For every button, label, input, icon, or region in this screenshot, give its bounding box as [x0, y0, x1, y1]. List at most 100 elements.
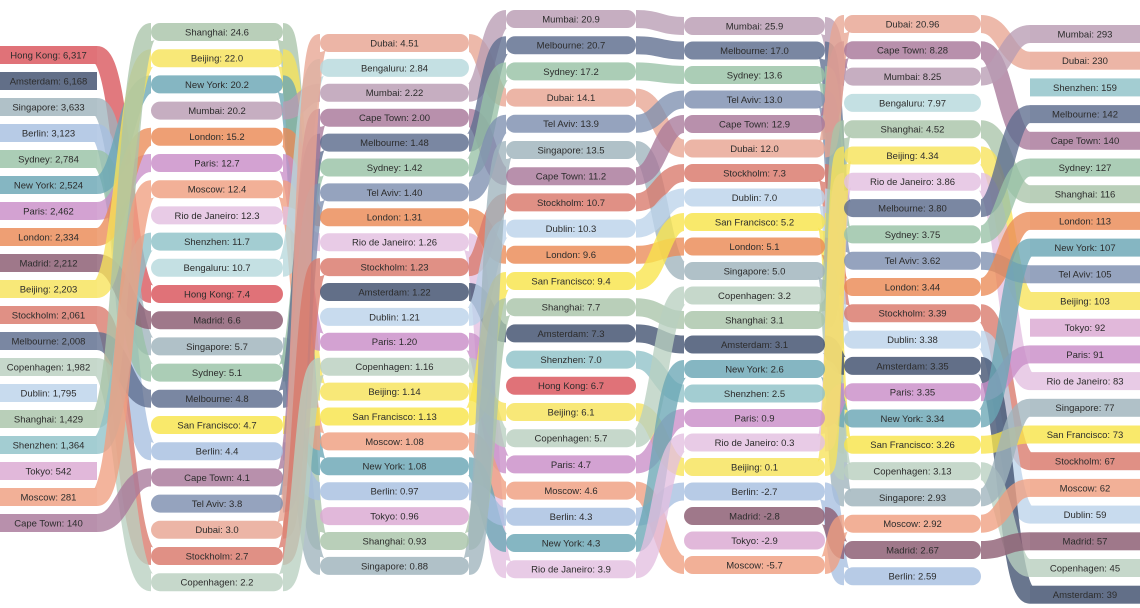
label-stockholm-col1: Stockholm: 2.7 — [186, 551, 249, 562]
band-copenhagen-col4 — [684, 286, 825, 305]
ribbon-rio-de-janeiro-3 — [632, 433, 688, 579]
label-melbourne-col6: Melbourne: 142 — [1052, 110, 1118, 121]
label-shenzhen-col1: Shenzhen: 11.7 — [184, 237, 250, 248]
label-stockholm-col2: Stockholm: 1.23 — [360, 263, 428, 274]
label-paris-col3: Paris: 4.7 — [551, 460, 591, 471]
ribbon-shanghai-3 — [635, 298, 685, 329]
band-dubai-col2 — [320, 34, 469, 52]
ribbon-stockholm-3 — [634, 164, 686, 212]
band-paris-col2 — [320, 332, 469, 351]
label-sydney-col1: Sydney: 5.1 — [192, 368, 242, 379]
band-london-col0 — [0, 228, 97, 246]
ribbon-tel-aviv-2 — [466, 114, 509, 202]
band-beijing-col2 — [320, 382, 469, 401]
label-tokyo-col6: Tokyo: 92 — [1065, 323, 1106, 334]
band-stockholm-col6 — [1030, 452, 1140, 471]
band-singapore-col4 — [684, 262, 825, 280]
label-melbourne-col2: Melbourne: 1.48 — [360, 138, 429, 149]
band-dublin-col2 — [320, 307, 469, 326]
band-shenzhen-col3 — [506, 350, 636, 369]
label-stockholm-col5: Stockholm: 3.39 — [878, 309, 946, 320]
label-singapore-col1: Singapore: 5.7 — [186, 342, 248, 353]
label-cape-town-col5: Cape Town: 8.28 — [877, 46, 948, 57]
band-shanghai-col6 — [1030, 185, 1140, 204]
label-shanghai-col2: Shanghai: 0.93 — [363, 536, 427, 547]
ribbon-melbourne-3 — [635, 36, 685, 60]
band-rio-de-janeiro-col5 — [844, 172, 981, 191]
band-stockholm-col3 — [506, 193, 636, 212]
label-beijing-col3: Beijing: 6.1 — [547, 407, 594, 418]
band-cape-town-col0 — [0, 514, 97, 532]
label-beijing-col0: Beijing: 2,203 — [20, 284, 78, 295]
band-mumbai-col6 — [1030, 25, 1140, 43]
label-dubai-col3: Dubai: 14.1 — [547, 93, 596, 104]
band-shenzhen-col0 — [0, 436, 97, 454]
label-rio-de-janeiro-col1: Rio de Janeiro: 12.3 — [174, 211, 259, 222]
label-paris-col2: Paris: 1.20 — [372, 337, 417, 348]
label-london-col6: London: 113 — [1059, 216, 1111, 227]
label-singapore-col0: Singapore: 3,633 — [12, 102, 84, 113]
band-london-col5 — [844, 278, 981, 296]
label-bengaluru-col5: Bengaluru: 7.97 — [879, 98, 946, 109]
label-new-york-col5: New York: 3.34 — [881, 414, 945, 425]
band-moscow-col0 — [0, 488, 97, 506]
label-moscow-col2: Moscow: 1.08 — [365, 437, 424, 448]
band-stockholm-col5 — [844, 304, 981, 323]
label-moscow-col3: Moscow: 4.6 — [544, 486, 597, 497]
label-dublin-col6: Dublin: 59 — [1064, 510, 1107, 521]
band-dublin-col0 — [0, 384, 97, 402]
label-moscow-col5: Moscow: 2.92 — [883, 519, 942, 530]
band-sydney-col0 — [0, 150, 97, 168]
band-sydney-col5 — [844, 225, 981, 244]
band-san-francisco-col4 — [684, 213, 825, 231]
band-amsterdam-col6 — [1030, 585, 1140, 604]
band-mumbai-col4 — [684, 17, 825, 35]
band-singapore-col2 — [320, 556, 469, 575]
label-moscow-col0: Moscow: 281 — [21, 492, 77, 503]
band-dubai-col4 — [684, 139, 825, 158]
label-shanghai-col5: Shanghai: 4.52 — [881, 125, 945, 136]
band-madrid-col0 — [0, 254, 97, 272]
band-singapore-col0 — [0, 98, 97, 116]
label-new-york-col3: New York: 4.3 — [542, 538, 601, 549]
label-paris-col4: Paris: 0.9 — [734, 413, 774, 424]
band-mumbai-col3 — [506, 10, 636, 28]
label-beijing-col4: Beijing: 0.1 — [731, 462, 778, 473]
band-london-col6 — [1030, 211, 1140, 230]
band-rio-de-janeiro-col3 — [506, 560, 636, 579]
band-madrid-col1 — [151, 311, 283, 330]
band-mumbai-col2 — [320, 83, 469, 102]
band-stockholm-col2 — [320, 258, 469, 277]
band-bengaluru-col2 — [320, 58, 469, 77]
band-stockholm-col1 — [151, 547, 283, 565]
ribbon-london-5 — [978, 211, 1033, 296]
band-berlin-col5 — [844, 567, 981, 586]
label-melbourne-col0: Melbourne: 2,008 — [12, 336, 86, 347]
label-cape-town-col2: Cape Town: 2.00 — [359, 113, 430, 124]
band-shanghai-col4 — [684, 311, 825, 329]
label-melbourne-col5: Melbourne: 3.80 — [878, 204, 947, 215]
band-amsterdam-col5 — [844, 356, 981, 375]
band-london-col3 — [506, 245, 636, 264]
band-dublin-col4 — [684, 188, 825, 207]
ribbon-dublin-3 — [634, 188, 686, 238]
band-paris-col0 — [0, 202, 97, 220]
label-copenhagen-col0: Copenhagen: 1,982 — [7, 362, 90, 373]
label-shanghai-col0: Shanghai: 1,429 — [14, 414, 83, 425]
band-dublin-col3 — [506, 219, 636, 238]
band-berlin-col2 — [320, 482, 469, 501]
label-shenzhen-col4: Shenzhen: 2.5 — [724, 389, 785, 400]
band-moscow-col4 — [684, 556, 825, 574]
label-singapore-col3: Singapore: 13.5 — [537, 145, 604, 156]
label-beijing-col6: Beijing: 103 — [1060, 296, 1110, 307]
labels: Hong Kong: 6,317 Amsterdam: 6,168 Singapor… — [7, 14, 1124, 601]
label-copenhagen-col1: Copenhagen: 2.2 — [181, 578, 254, 589]
band-shanghai-col0 — [0, 410, 97, 428]
band-melbourne-col1 — [151, 389, 283, 408]
band-paris-col6 — [1030, 345, 1140, 364]
band-tel-aviv-col4 — [684, 90, 825, 109]
label-shanghai-col4: Shanghai: 3.1 — [725, 315, 784, 326]
band-amsterdam-col0 — [0, 72, 97, 90]
bands — [0, 10, 1140, 604]
